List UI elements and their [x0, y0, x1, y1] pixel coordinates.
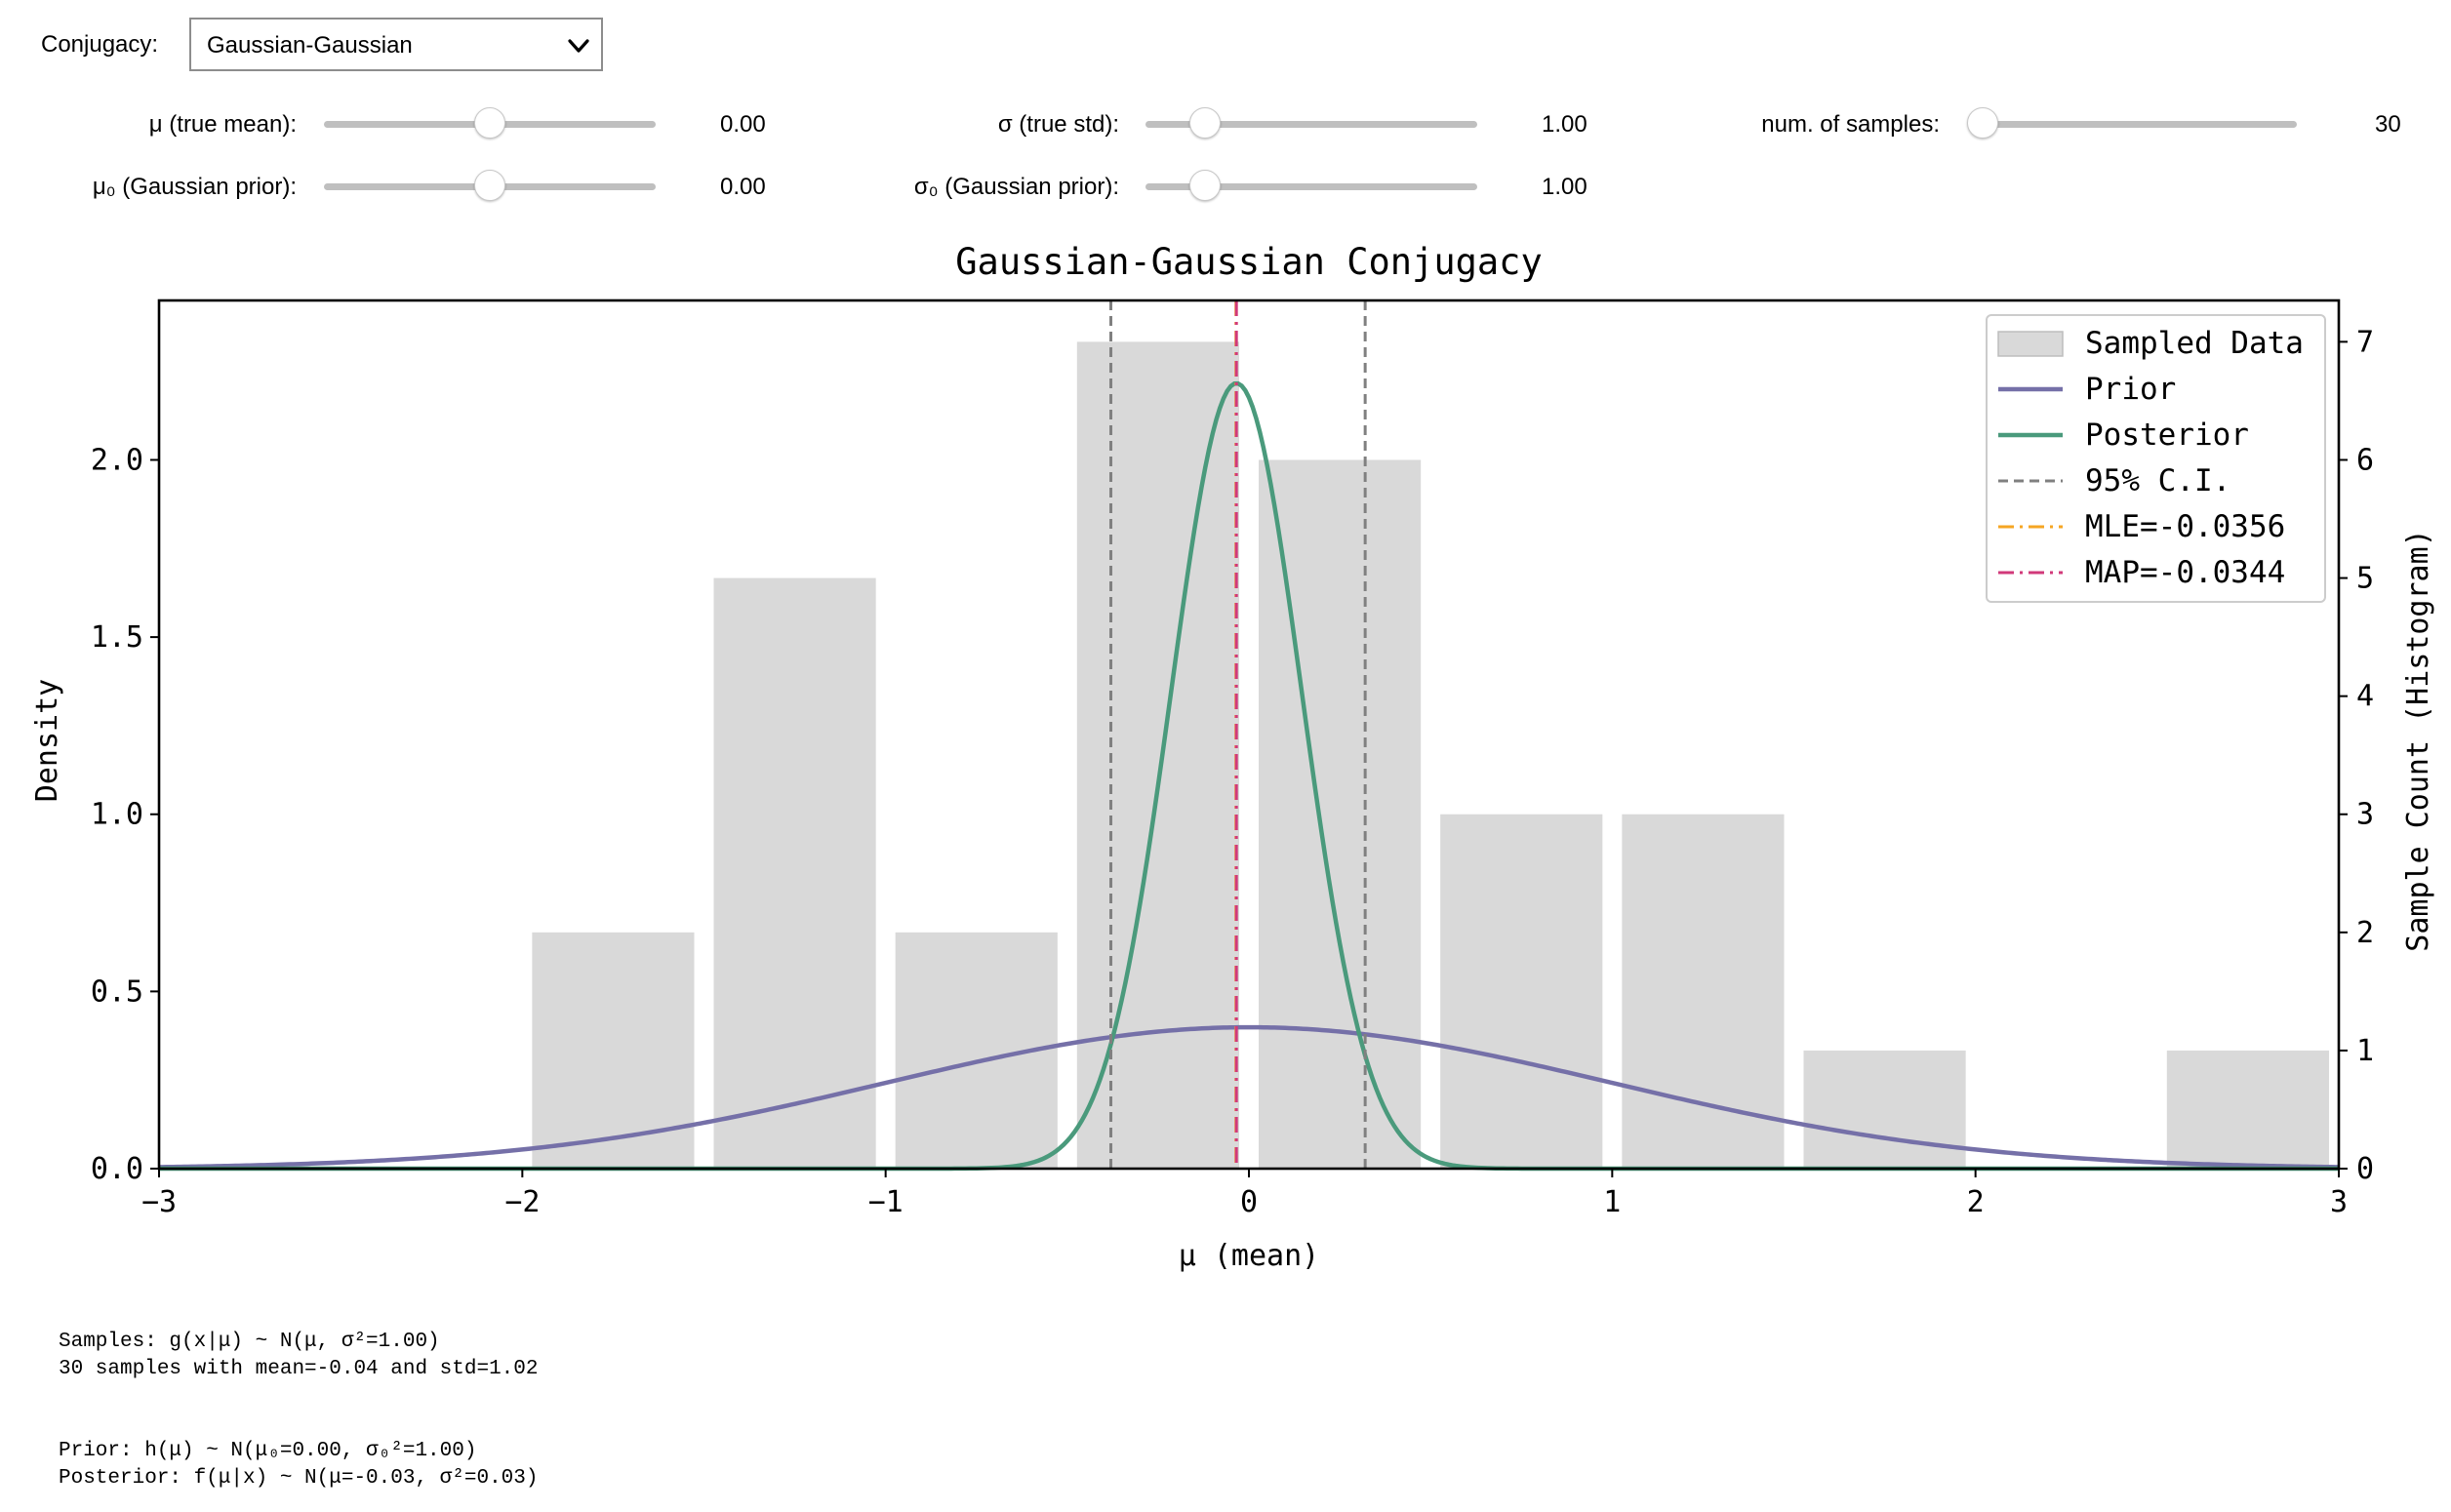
y-tick-label-right: 4 — [2356, 680, 2374, 714]
x-tick-label: −1 — [868, 1185, 904, 1219]
conjugacy-chart: Gaussian-Gaussian Conjugacy −3 −2 −1 0 1 2 3 0.… — [30, 241, 2435, 1273]
chevron-down-icon — [568, 39, 589, 53]
slider-value-true-mean: 0.00 — [720, 111, 766, 138]
y-tick-label-right: 3 — [2356, 798, 2374, 832]
y-tick-label-right: 1 — [2356, 1034, 2374, 1068]
samples-summary-line: Samples: g(x|μ) ~ N(μ, σ²=1.00) — [59, 1331, 440, 1353]
histogram-bar — [532, 932, 695, 1169]
prior-mean-slider[interactable] — [324, 167, 656, 206]
y-tick-label-right: 5 — [2356, 562, 2374, 596]
slider-label-prior-mean: μ₀ (Gaussian prior): — [92, 174, 297, 200]
x-tick-label: 3 — [2330, 1185, 2348, 1219]
num-samples-slider[interactable] — [1967, 104, 2297, 143]
histogram-bar — [713, 577, 876, 1169]
histogram-bar — [1076, 341, 1239, 1169]
chart-axes: −3 −2 −1 0 1 2 3 0.0 0.5 1.0 1.5 2.0 0 1 2 3 4 5 6 7 — [91, 325, 2374, 1219]
y-tick-label-left: 0.0 — [91, 1152, 143, 1186]
slider-value-num-samples: 30 — [2375, 111, 2401, 138]
samples-stats-line: 30 samples with mean=-0.04 and std=1.02 — [59, 1358, 539, 1380]
y-axis-label-left: Density — [30, 679, 64, 802]
chart-title: Gaussian-Gaussian Conjugacy — [955, 241, 1542, 283]
x-tick-label: 2 — [1967, 1185, 1985, 1219]
posterior-summary-line: Posterior: f(μ|x) ~ N(μ=-0.03, σ²=0.03) — [59, 1467, 539, 1490]
legend-label: Prior — [2085, 372, 2176, 407]
true-mean-slider[interactable] — [324, 104, 656, 143]
conjugacy-select[interactable]: Gaussian-Gaussian — [189, 18, 603, 71]
prior-summary-line: Prior: h(μ) ~ N(μ₀=0.00, σ₀²=1.00) — [59, 1440, 477, 1462]
true-std-slider[interactable] — [1145, 104, 1477, 143]
x-tick-label: 1 — [1603, 1185, 1621, 1219]
slider-label-num-samples: num. of samples: — [1761, 111, 1940, 138]
slider-track — [1145, 183, 1477, 190]
y-tick-label-right: 7 — [2356, 325, 2374, 359]
slider-thumb[interactable] — [1967, 107, 1998, 139]
slider-label-true-mean: μ (true mean): — [148, 111, 297, 138]
histogram-bar — [1622, 814, 1785, 1169]
y-tick-label-left: 2.0 — [91, 443, 143, 477]
histogram-bar — [1803, 1050, 1966, 1169]
histogram-bar — [2166, 1050, 2329, 1169]
y-tick-label-right: 6 — [2356, 443, 2374, 477]
legend-label: Posterior — [2085, 418, 2249, 453]
slider-thumb[interactable] — [474, 107, 505, 139]
slider-value-true-std: 1.00 — [1542, 111, 1587, 138]
legend-label: MAP=-0.0344 — [2085, 555, 2285, 590]
slider-label-true-std: σ (true std): — [997, 111, 1119, 138]
y-tick-label-left: 1.5 — [91, 620, 143, 655]
conjugacy-select-value: Gaussian-Gaussian — [207, 32, 413, 59]
histogram-bar — [1440, 814, 1603, 1169]
prior-curve — [158, 1024, 2340, 1170]
chart-legend: Sampled Data Prior Posterior 95% C.I. MLE=-0… — [1986, 314, 2326, 603]
y-tick-label-right: 2 — [2356, 916, 2374, 950]
legend-label: Sampled Data — [2085, 326, 2304, 361]
legend-swatch — [1997, 331, 2064, 357]
y-tick-label-left: 1.0 — [91, 798, 143, 832]
slider-track — [1145, 121, 1477, 128]
slider-thumb[interactable] — [1189, 170, 1222, 201]
y-axis-label-right: Sample Count (Histogram) — [2401, 529, 2435, 951]
y-tick-label-left: 0.5 — [91, 975, 143, 1009]
slider-thumb[interactable] — [474, 170, 505, 201]
x-tick-label: −3 — [141, 1185, 177, 1219]
x-tick-label: 0 — [1240, 1185, 1258, 1219]
legend-label: MLE=-0.0356 — [2085, 509, 2285, 544]
slider-value-prior-mean: 0.00 — [720, 174, 766, 200]
conjugacy-label: Conjugacy: — [41, 31, 159, 58]
slider-label-prior-std: σ₀ (Gaussian prior): — [913, 174, 1119, 200]
slider-value-prior-std: 1.00 — [1542, 174, 1587, 200]
slider-track — [1983, 121, 2297, 128]
prior-std-slider[interactable] — [1145, 167, 1477, 206]
x-axis-label: μ (mean) — [1179, 1239, 1320, 1273]
legend-label: 95% C.I. — [2085, 463, 2230, 498]
legend-box — [1986, 314, 2326, 603]
y-tick-label-right: 0 — [2356, 1152, 2374, 1186]
slider-thumb[interactable] — [1189, 107, 1222, 139]
x-tick-label: −2 — [504, 1185, 540, 1219]
